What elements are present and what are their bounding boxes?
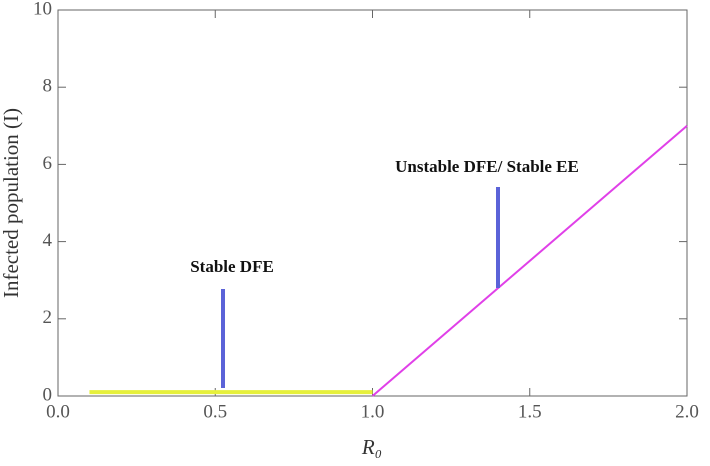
x-axis-label: R₀ — [361, 435, 382, 459]
annotation: Unstable DFE/ Stable EE — [395, 157, 579, 176]
x-tick-label: 1.5 — [518, 401, 542, 422]
x-tick-label: 0.0 — [46, 401, 70, 422]
annotation: Stable DFE — [190, 257, 274, 276]
y-axis-label: Infected population (I) — [0, 108, 23, 298]
plot-frame — [57, 9, 688, 397]
y-tick-label: 2 — [43, 307, 53, 328]
x-tick-label: 2.0 — [675, 401, 699, 422]
y-tick-label: 0 — [43, 384, 53, 405]
y-tick-label: 8 — [43, 76, 53, 97]
series-line — [371, 125, 688, 397]
x-tick-label: 0.5 — [203, 401, 227, 422]
x-tick-label: 1.0 — [361, 401, 385, 422]
y-tick-label: 4 — [43, 230, 53, 251]
y-tick-label: 6 — [43, 153, 53, 174]
y-tick-label: 10 — [33, 0, 52, 19]
